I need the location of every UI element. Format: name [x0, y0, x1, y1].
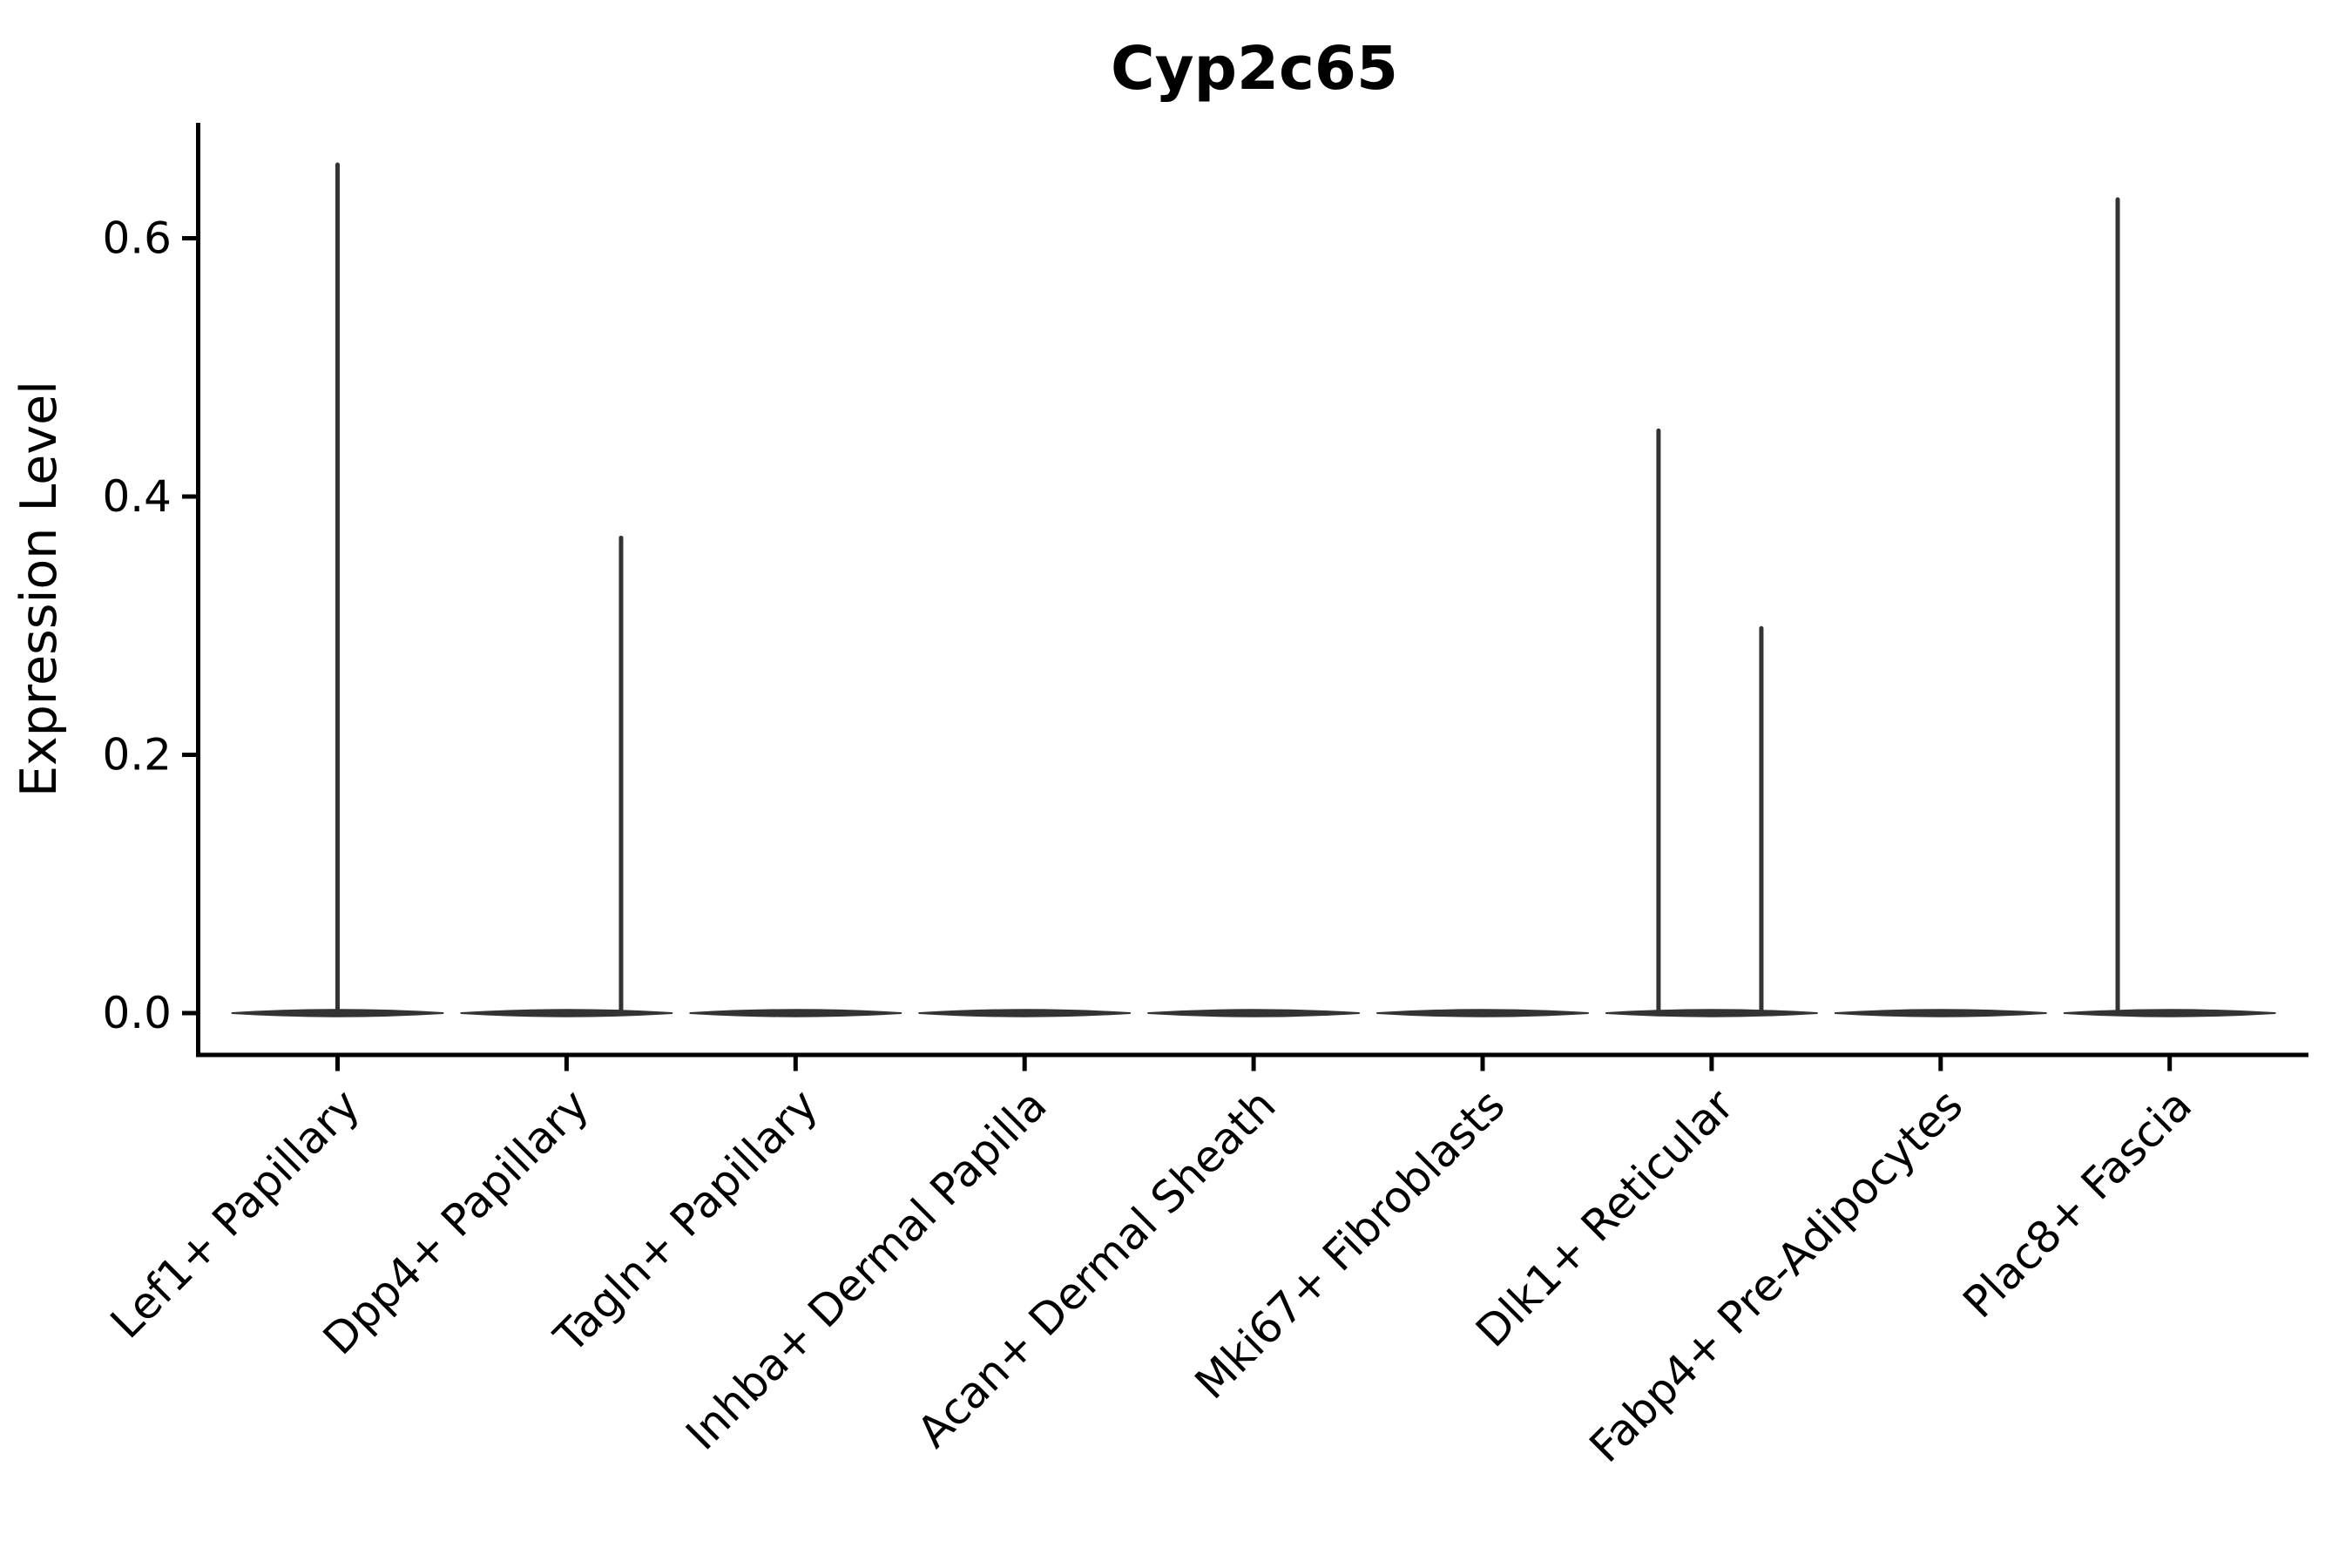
- violin-baseline: [1147, 1009, 1361, 1017]
- violin-baseline: [1834, 1009, 2047, 1017]
- violin-baseline: [2063, 1009, 2276, 1017]
- y-tick-label: 0.4: [102, 471, 172, 522]
- chart-title: Cyp2c65: [1111, 34, 1398, 104]
- violin-baseline: [918, 1009, 1132, 1017]
- violin: [1834, 1009, 2047, 1017]
- y-axis-label: Expression Level: [10, 381, 68, 797]
- y-tick-label: 0.0: [102, 988, 172, 1038]
- violin-baseline: [460, 1009, 673, 1017]
- violin-baseline: [1605, 1009, 1818, 1017]
- y-tick-label: 0.2: [102, 730, 172, 781]
- y-tick-label: 0.6: [102, 213, 172, 264]
- violin: [2063, 197, 2276, 1017]
- violin: [231, 162, 444, 1017]
- violin: [1147, 1009, 1361, 1017]
- violin-baseline: [1376, 1009, 1589, 1017]
- violin: [918, 1009, 1132, 1017]
- violins: [231, 162, 2276, 1017]
- violin: [460, 535, 673, 1017]
- violin: [1605, 428, 1818, 1017]
- violin: [689, 1009, 902, 1017]
- y-axis: 0.0 0.2 0.4 0.6: [102, 123, 200, 1058]
- violin: [1376, 1009, 1589, 1017]
- violin-baseline: [689, 1009, 902, 1017]
